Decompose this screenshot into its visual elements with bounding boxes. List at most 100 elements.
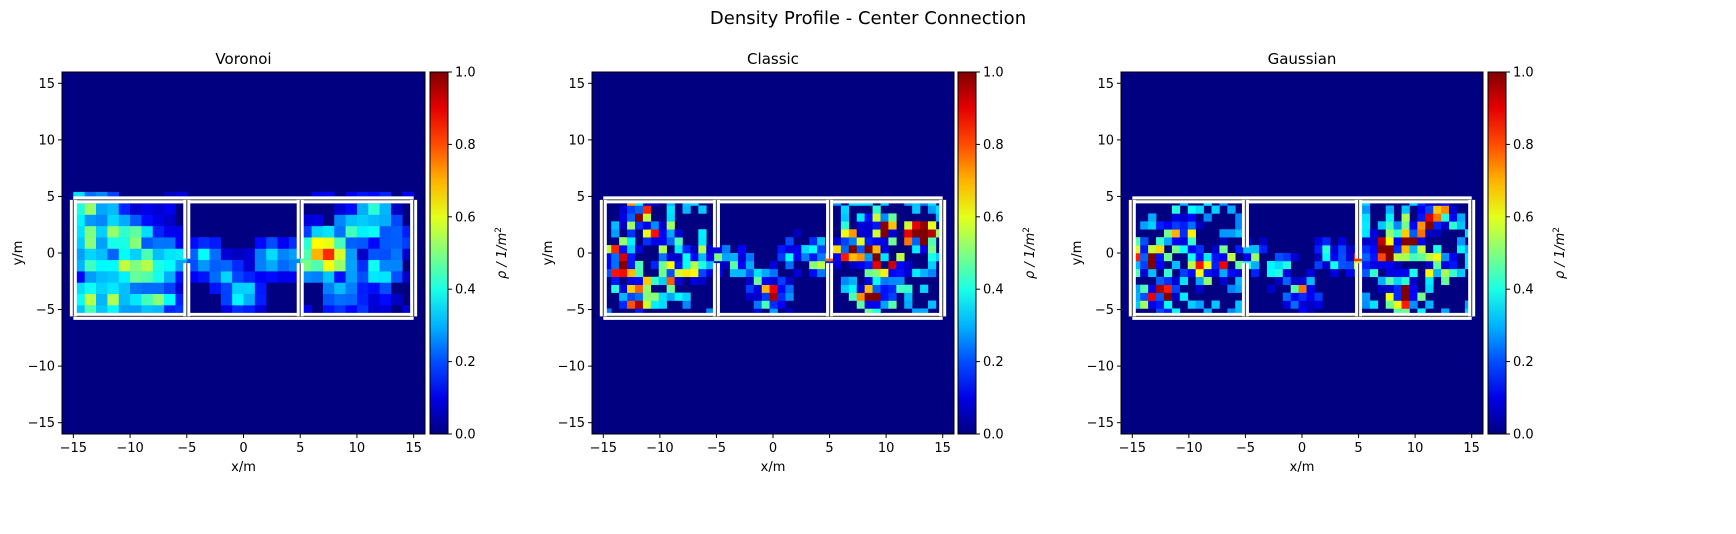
heatmap-cell xyxy=(1409,229,1418,238)
heatmap-cell xyxy=(1219,260,1228,270)
heatmap-cell xyxy=(888,292,897,301)
heatmap-cell xyxy=(1243,253,1252,262)
heatmap-cell xyxy=(73,214,85,227)
heatmap-cell xyxy=(1417,308,1426,317)
heatmap-cell xyxy=(912,237,921,246)
heatmap-cell xyxy=(1140,245,1149,254)
heatmap-cell xyxy=(322,271,335,283)
heatmap-cell xyxy=(1433,229,1442,238)
heatmap-cell xyxy=(345,271,358,283)
heatmap-cell xyxy=(402,225,414,238)
heatmap-cell xyxy=(96,237,108,249)
heatmap-cell xyxy=(864,260,873,270)
heatmap-cell xyxy=(690,245,699,254)
heatmap-cell xyxy=(809,253,818,262)
heatmap-cell xyxy=(390,271,403,283)
heatmap-cell xyxy=(1393,229,1402,238)
heatmap-cell xyxy=(848,276,858,285)
heatmap-cell xyxy=(888,300,897,309)
heatmap-cell xyxy=(118,259,131,272)
heatmap-cell xyxy=(1369,245,1379,254)
heatmap-cell xyxy=(334,282,346,295)
heatmap-cell xyxy=(872,260,881,270)
heatmap-cell xyxy=(96,293,108,306)
heatmap-cell xyxy=(1148,221,1157,230)
heatmap-cell xyxy=(220,305,233,317)
heatmap-cell xyxy=(130,282,142,295)
heatmap-cell xyxy=(634,268,644,278)
heatmap-cell xyxy=(785,276,794,285)
heatmap-cell xyxy=(209,237,222,249)
heatmap-cell xyxy=(730,260,739,270)
colorbar-tick-label: 0.2 xyxy=(983,355,1004,370)
heatmap-cell xyxy=(627,292,636,301)
heatmap-cell xyxy=(1171,284,1181,293)
heatmap-cell xyxy=(356,259,369,272)
heatmap-cell xyxy=(1338,237,1347,246)
heatmap-cell xyxy=(880,221,889,230)
heatmap-cell xyxy=(73,271,85,283)
heatmap-cell xyxy=(832,245,842,254)
heatmap-cell xyxy=(368,271,380,283)
heatmap-cell xyxy=(1361,268,1371,278)
heatmap-cell xyxy=(356,305,369,317)
heatmap-cell xyxy=(634,284,644,293)
panel-title: Voronoi xyxy=(215,50,271,68)
heatmap-cell xyxy=(1409,300,1418,309)
heatmap-cell xyxy=(611,284,620,293)
heatmap-cell xyxy=(118,271,131,283)
x-axis-label: x/m xyxy=(231,460,256,475)
heatmap-cell xyxy=(209,248,222,261)
heatmap-cell xyxy=(1140,253,1149,262)
heatmap-cell xyxy=(379,237,392,249)
heatmap-cell xyxy=(1156,308,1165,317)
heatmap-cell xyxy=(96,225,108,238)
heatmap-cell xyxy=(1417,213,1426,222)
heatmap-cell xyxy=(390,203,403,215)
heatmap-cell xyxy=(1163,253,1173,262)
heatmap-cell xyxy=(1393,245,1402,254)
heatmap-cell xyxy=(1203,213,1212,222)
heatmap-cell xyxy=(1235,284,1244,293)
heatmap-cell xyxy=(73,282,85,295)
heatmap-cell xyxy=(1132,284,1141,293)
heatmap-cell xyxy=(872,308,881,317)
heatmap-cell xyxy=(634,276,644,285)
y-tick-label: −15 xyxy=(28,416,55,431)
heatmap-cell xyxy=(872,253,881,262)
heatmap-cell xyxy=(737,245,747,254)
heatmap-cell xyxy=(175,248,188,261)
heatmap-cell xyxy=(1171,205,1181,214)
heatmap-cell xyxy=(1211,268,1220,278)
heatmap-cell xyxy=(793,245,802,254)
x-tick-label: 5 xyxy=(1354,441,1362,456)
heatmap-cell xyxy=(817,245,826,254)
heatmap-cell xyxy=(1140,292,1149,301)
colorbar-tick-label: 0.6 xyxy=(1513,210,1534,225)
heatmap-cell xyxy=(888,268,897,278)
heatmap-cell xyxy=(1251,268,1260,278)
heatmap-cell xyxy=(1314,260,1323,270)
heatmap-cell xyxy=(243,282,256,295)
heatmap-cell xyxy=(1361,245,1371,254)
heatmap-cell xyxy=(266,271,278,283)
heatmap-cell xyxy=(1195,205,1204,214)
heatmap-cell xyxy=(722,253,731,262)
heatmap-cell xyxy=(666,229,675,238)
heatmap-cell xyxy=(1235,268,1244,278)
heatmap-cell xyxy=(152,305,165,317)
heatmap-cell xyxy=(619,300,628,309)
heatmap-cell xyxy=(1195,276,1204,285)
heatmap-cell xyxy=(1219,276,1228,285)
x-tick-label: −15 xyxy=(590,441,617,456)
heatmap-cell xyxy=(1187,260,1196,270)
heatmap-cell xyxy=(198,248,210,261)
heatmap-cell xyxy=(1251,245,1260,254)
heatmap-cell xyxy=(1235,245,1244,254)
heatmap-cell xyxy=(1433,253,1442,262)
heatmap-cell xyxy=(1338,245,1347,254)
heatmap-cell xyxy=(769,284,778,293)
heatmap-cell xyxy=(706,245,715,254)
heatmap-cell xyxy=(1314,300,1323,309)
heatmap-cell xyxy=(1401,221,1410,230)
